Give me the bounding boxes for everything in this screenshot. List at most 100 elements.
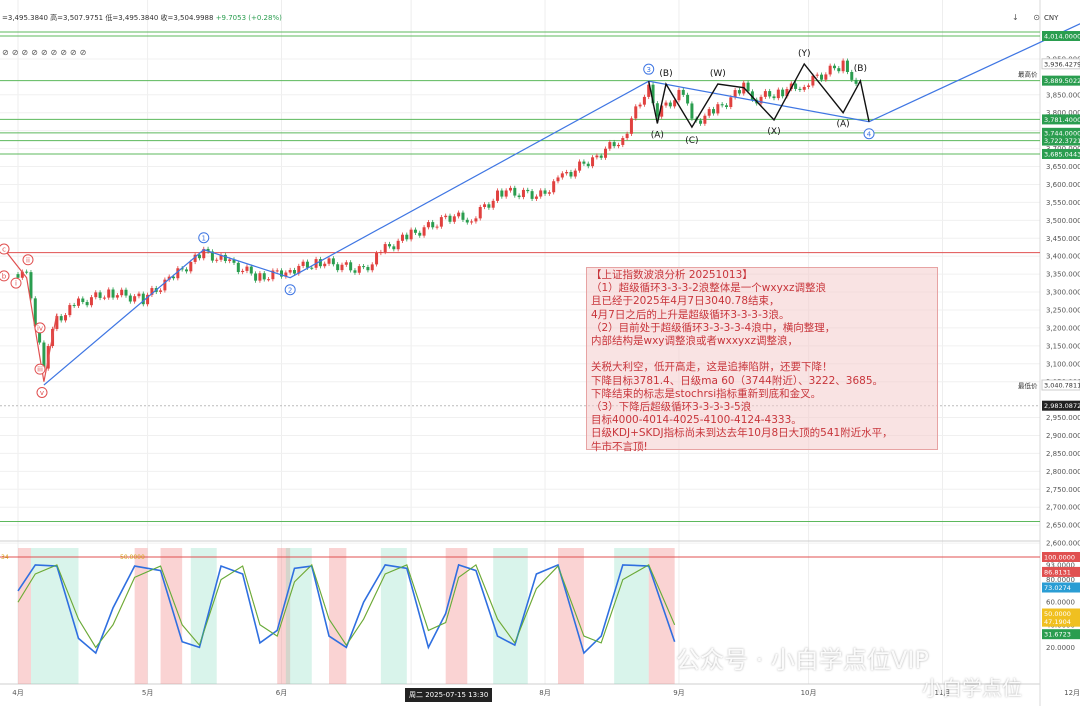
candle-body: [163, 279, 167, 291]
candle-body: [189, 261, 193, 272]
candle-body: [353, 270, 357, 273]
candle-body: [763, 91, 767, 97]
candle-body: [150, 288, 154, 295]
candle-body: [733, 90, 737, 98]
candle-body: [832, 65, 836, 69]
candle-body: [318, 259, 322, 267]
price-axis-tick: 2,650.0000: [1046, 522, 1080, 530]
candle-body: [124, 289, 128, 296]
candle-body: [249, 266, 253, 274]
candle-body: [586, 163, 590, 167]
candle-body: [409, 229, 413, 240]
osc-green-band: [614, 548, 649, 684]
candle-body: [72, 305, 76, 307]
wave-label-circle: [0, 243, 10, 255]
wave-label-circle: [22, 254, 34, 266]
candle-body: [569, 172, 573, 177]
candle-body: [167, 276, 171, 280]
price-badge-bg: [1042, 127, 1080, 138]
time-axis-label: 12月: [1064, 689, 1080, 697]
candle-body: [98, 292, 102, 298]
wave-label-ii: ii: [26, 256, 30, 264]
currency-label[interactable]: CNY: [1044, 14, 1059, 22]
candle-body: [111, 289, 115, 298]
osc-badge-bg: [1042, 629, 1080, 640]
osc-badge-bg: [1042, 582, 1080, 593]
analysis-note: 【上证指数波浪分析 20251013】 （1）超级循环3-3-3-2浪整体是一个w…: [586, 267, 938, 453]
price-axis-tick: 3,150.0000: [1046, 342, 1080, 350]
wave-label-circle: [284, 284, 296, 296]
candle-body: [305, 261, 309, 268]
wave-label-B1: (B): [659, 69, 672, 79]
candle-body: [837, 68, 841, 72]
note-line: 目标4000-4014-4025-4100-4124-4333。: [591, 414, 802, 427]
candle-body: [362, 266, 366, 268]
candle-body: [478, 207, 482, 219]
candle-body: [582, 161, 586, 164]
ohlc-readout: =3,495.3840 高=3,507.9751 低=3,495.3840 收=…: [2, 13, 282, 23]
osc-axis-tick: 20.0000: [1046, 644, 1075, 652]
candle-body: [25, 271, 29, 273]
ohlc-change: +9.7053 (+0.28%): [215, 14, 282, 22]
price-axis-tick: 2,600.0000: [1046, 540, 1080, 548]
candle-body: [578, 161, 582, 171]
wave-label-A1: (A): [651, 130, 664, 140]
price-axis-tick: 2,750.0000: [1046, 486, 1080, 494]
candle-body: [197, 254, 201, 259]
wave-label-circle: [34, 322, 46, 334]
osc-axis-tick: 80.0000: [1046, 576, 1075, 584]
candle-body: [137, 293, 141, 297]
time-axis-label: 4月: [12, 689, 23, 697]
candle-body: [128, 295, 132, 302]
note-line: （2）目前处于超级循环3-3-3-3-4浪中，横向整理，: [591, 321, 836, 334]
candle-body: [349, 262, 353, 271]
price-axis-tick: 2,950.0000: [1046, 414, 1080, 422]
candle-body: [267, 279, 271, 281]
candle-body: [772, 96, 776, 99]
price-axis-tick: 3,350.0000: [1046, 271, 1080, 279]
candle-body: [370, 264, 374, 271]
candle-body: [547, 192, 551, 194]
candle-body: [275, 270, 279, 272]
candle-body: [457, 212, 461, 217]
candle-body: [729, 97, 733, 107]
candle-body: [750, 91, 754, 100]
osc-green-band: [190, 548, 217, 684]
chart-settings-icons[interactable]: ↓ ⊙: [1012, 13, 1046, 22]
candle-body: [184, 269, 188, 272]
drawing-tool-icons[interactable]: ⊘⊘⊘⊘⊘⊘⊘⊘⊘: [2, 48, 90, 57]
time-axis-label: 9月: [673, 689, 684, 697]
candle-body: [530, 191, 534, 199]
price-badge: 3,040.7811: [1044, 381, 1080, 389]
candle-body: [59, 316, 63, 321]
note-line: 日级KDJ+SKDJ指标尚未到达去年10月8日大顶的541附近水平，: [591, 427, 893, 440]
price-badge: 2,983.0872: [1044, 402, 1080, 410]
candle-body: [366, 267, 370, 271]
candle-body: [608, 142, 612, 149]
candle-body: [280, 270, 284, 277]
candle-body: [431, 222, 435, 228]
candle-body: [375, 252, 379, 265]
osc-line-signal: [17, 564, 676, 649]
price-badge: 3,936.4279: [1044, 60, 1080, 68]
note-line: 关税大利空，低开高走，这是追捧陷阱，还要下降！: [591, 361, 833, 374]
candle-body: [737, 90, 741, 94]
price-axis-tick: 3,200.0000: [1046, 324, 1080, 332]
candle-body: [720, 104, 724, 106]
price-axis-tick: 3,800.0000: [1046, 109, 1080, 117]
wave-label-circle: [0, 270, 10, 282]
candle-body: [850, 71, 854, 80]
candle-body: [85, 302, 89, 306]
candle-body: [172, 276, 176, 279]
osc-badge: 86.8131: [1044, 568, 1071, 576]
candle-body: [215, 259, 219, 261]
candle-body: [120, 289, 124, 296]
candle-body: [841, 60, 845, 72]
candle-body: [496, 190, 500, 201]
wave-label-circle: [643, 63, 655, 75]
candle-body: [206, 248, 210, 252]
time-axis-label: 10月: [801, 689, 817, 697]
candle-body: [245, 266, 249, 271]
candle-body: [712, 109, 716, 114]
candle-body: [595, 155, 599, 158]
